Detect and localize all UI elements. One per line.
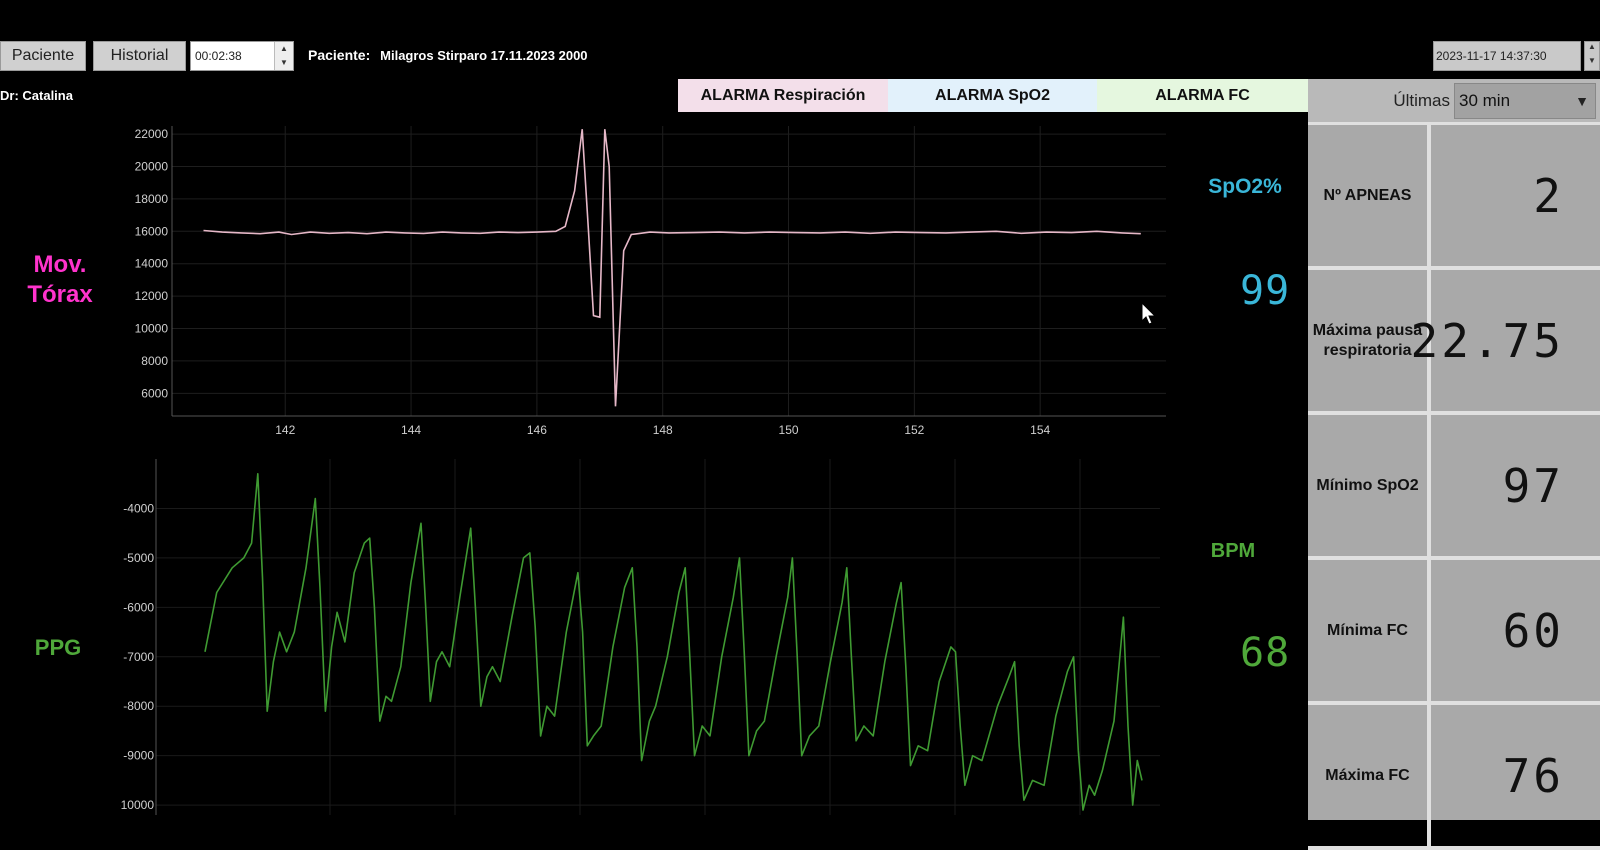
chevron-down-icon[interactable]: ▼: [1575, 93, 1589, 109]
stat-value: 60: [1502, 603, 1564, 658]
stat-value: 2: [1533, 168, 1564, 223]
torax-label: Mov. Tórax: [18, 250, 102, 310]
torax-ytick-label: 20000: [135, 160, 169, 174]
torax-chart: 6000 8000 10000 12000 14000 16000 18000 20000 22…: [135, 126, 1166, 436]
torax-xtick-label: 150: [779, 423, 799, 436]
spo2-title: SpO2%: [1208, 175, 1282, 198]
ppg-label: PPG: [34, 635, 82, 660]
ppg-ytick-label: -7000: [123, 650, 154, 664]
datetime-down-icon[interactable]: ▼: [1588, 56, 1596, 65]
torax-ytick-label: 16000: [135, 224, 169, 238]
stat-value: 97: [1502, 458, 1564, 513]
stat-row: Mínima FC 60: [1308, 560, 1600, 705]
torax-label-mov: Mov.: [33, 251, 87, 278]
stat-label: Máxima FC: [1308, 705, 1431, 846]
stat-value: 22.75: [1410, 313, 1564, 368]
ultimas-select[interactable]: 30 min ▼: [1454, 83, 1596, 119]
stats-panel: Últimas 30 min ▼ Nº APNEAS 2 Máxima pausa …: [1308, 79, 1600, 850]
datetime-arrows[interactable]: ▲ ▼: [1584, 41, 1600, 71]
ultimas-label: Últimas: [1393, 91, 1450, 110]
timer-spinbox[interactable]: 00:02:38 ▲ ▼: [190, 41, 294, 71]
bpm-reading: 68: [1240, 630, 1291, 676]
ppg-ytick-label: -10000: [120, 798, 154, 812]
bpm-title: BPM: [1210, 540, 1256, 562]
historial-button[interactable]: Historial: [93, 41, 186, 71]
torax-ytick-label: 14000: [135, 257, 169, 271]
datetime-spinbox[interactable]: 2023-11-17 14:37:30: [1433, 41, 1581, 71]
torax-ytick-label: 18000: [135, 192, 169, 206]
doctor-label: Dr: Catalina: [0, 88, 73, 103]
torax-ytick-label: 10000: [135, 322, 169, 336]
datetime-up-icon[interactable]: ▲: [1588, 42, 1596, 51]
stat-label: Mínima FC: [1308, 560, 1431, 701]
ppg-series-line: [204, 472, 1143, 811]
alarm-respiracion[interactable]: ALARMA Respiración: [678, 79, 888, 112]
stat-row: Máxima pausa respiratoria 22.75: [1308, 270, 1600, 415]
torax-series-line: [203, 129, 1141, 407]
ppg-ytick-label: -8000: [123, 699, 154, 713]
spin-down-icon[interactable]: ▼: [280, 58, 288, 67]
alarm-spo2[interactable]: ALARMA SpO2: [888, 79, 1097, 112]
torax-label-torax: Tórax: [27, 281, 93, 308]
stat-label: Mínimo SpO2: [1308, 415, 1431, 556]
patient-info: Paciente: Milagros Stirparo 17.11.2023 2…: [308, 47, 588, 63]
stat-row: Máxima FC 76: [1308, 705, 1600, 850]
torax-ytick-label: 8000: [141, 354, 168, 368]
torax-xtick-label: 144: [401, 423, 421, 436]
torax-xtick-label: 154: [1030, 423, 1050, 436]
ppg-ytick-label: -9000: [123, 749, 154, 763]
stat-row: Mínimo SpO2 97: [1308, 415, 1600, 560]
spin-arrows[interactable]: ▲ ▼: [274, 42, 293, 70]
timer-value: 00:02:38: [195, 49, 242, 63]
spin-up-icon[interactable]: ▲: [280, 44, 288, 53]
ppg-ytick-label: -6000: [123, 600, 154, 614]
ultimas-row: Últimas 30 min ▼: [1308, 79, 1600, 125]
torax-ytick-label: 6000: [141, 386, 168, 400]
patient-label: Paciente:: [308, 47, 371, 63]
datetime-value: 2023-11-17 14:37:30: [1436, 49, 1547, 63]
ppg-chart: -4000 -5000 -6000 -7000 -8000 -9000 -10000: [120, 459, 1160, 815]
stat-value: 76: [1502, 748, 1564, 803]
torax-xtick-label: 146: [527, 423, 547, 436]
ultimas-value: 30 min: [1459, 91, 1511, 110]
torax-xtick-label: 152: [904, 423, 924, 436]
mouse-cursor-icon: [1141, 302, 1157, 325]
torax-ytick-label: 12000: [135, 289, 169, 303]
torax-xtick-label: 142: [275, 423, 295, 436]
stat-label: Máxima pausa respiratoria: [1308, 270, 1431, 411]
stat-label: Nº APNEAS: [1308, 125, 1431, 266]
ppg-ytick-label: -5000: [123, 551, 154, 565]
torax-xtick-label: 148: [653, 423, 673, 436]
alarm-fc[interactable]: ALARMA FC: [1097, 79, 1308, 112]
torax-ytick-label: 22000: [135, 127, 169, 141]
stat-row: Nº APNEAS 2: [1308, 125, 1600, 270]
paciente-button[interactable]: Paciente: [0, 41, 86, 71]
spo2-reading: 99: [1240, 268, 1291, 314]
patient-name: Milagros Stirparo 17.11.2023 2000: [380, 48, 588, 63]
ppg-ytick-label: -4000: [123, 501, 154, 515]
